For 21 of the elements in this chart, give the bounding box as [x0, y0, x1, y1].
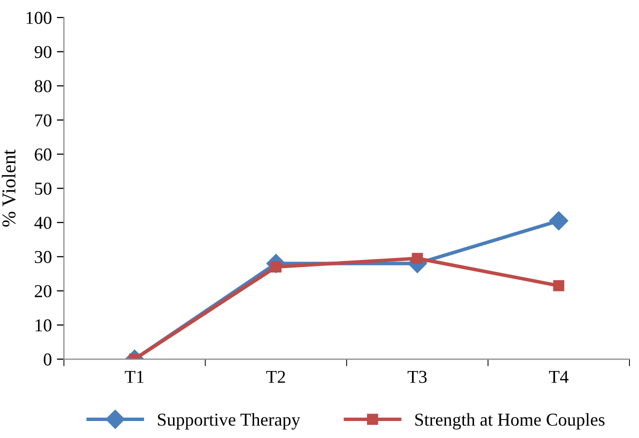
y-tick-label: 60	[34, 148, 52, 161]
y-tick-label: 10	[36, 319, 52, 332]
y-tick-label: 70	[35, 114, 52, 126]
y-tick-label: 80	[34, 80, 52, 92]
point	[553, 280, 564, 292]
y-tick-label: 90	[34, 46, 52, 58]
x-tick-label: T2	[266, 370, 285, 383]
y-tick-label: 50	[35, 182, 52, 195]
y-tick-label: 0	[44, 353, 52, 366]
y-axis-title: % Violent	[2, 150, 16, 227]
x-tick-label: T1	[124, 370, 144, 383]
legend-label: Strength at Home Couples	[415, 413, 605, 430]
point	[412, 252, 423, 264]
y-tick-label: 40	[34, 216, 52, 229]
point	[549, 211, 568, 230]
y-tick-label: 30	[34, 250, 52, 264]
x-tick-label: T3	[408, 370, 427, 383]
legend-label: Supportive Therapy	[158, 413, 300, 430]
y-tick-label: 20	[34, 285, 52, 298]
x-tick-label: T4	[549, 370, 568, 383]
y-tick-label: 100	[26, 12, 52, 24]
